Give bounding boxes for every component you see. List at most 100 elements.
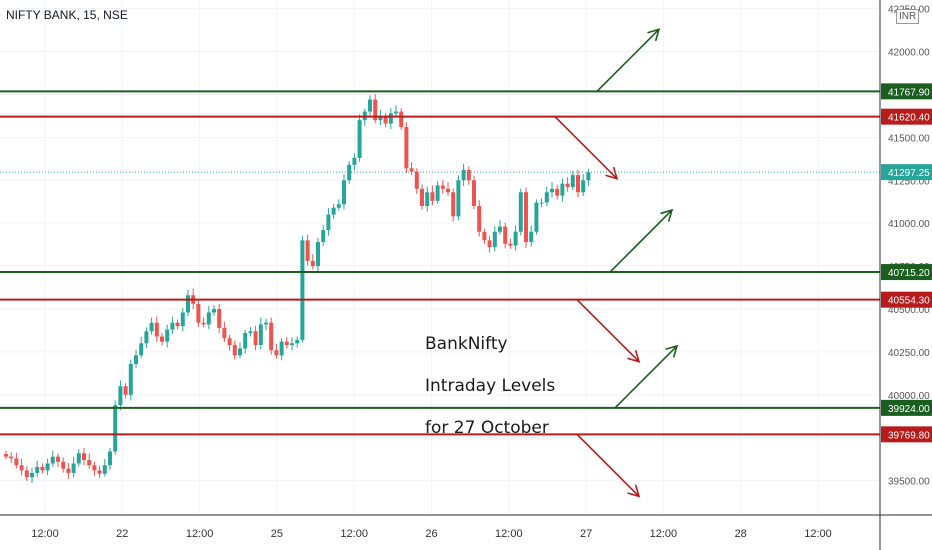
candle — [466, 166, 471, 185]
candle — [264, 318, 268, 331]
arrow-shaft — [614, 345, 678, 409]
candle — [232, 340, 237, 360]
arrow-head — [660, 208, 674, 222]
candle-body — [565, 183, 570, 188]
candle — [201, 317, 206, 328]
last-price-badge — [881, 164, 932, 181]
candle-body — [482, 231, 487, 241]
level-price-label: 40715.20 — [881, 264, 932, 281]
candle — [196, 299, 201, 327]
candle — [409, 162, 414, 175]
candle — [560, 178, 565, 202]
candle — [456, 175, 461, 221]
candle — [274, 343, 279, 359]
candle — [154, 316, 159, 342]
candle — [550, 181, 554, 198]
candle-body — [97, 470, 102, 474]
price-tick-label: 39500.00 — [888, 477, 930, 488]
candle — [9, 452, 14, 463]
candle-body — [539, 202, 544, 204]
candle-body — [87, 460, 92, 466]
candle — [420, 184, 424, 210]
candle-body — [383, 116, 388, 124]
time-tick-label: 28 — [735, 528, 747, 540]
level-arrow-up — [614, 344, 679, 409]
time-tick-label: 12:00 — [804, 528, 832, 540]
candle-body — [274, 350, 279, 356]
candle-body — [534, 202, 539, 232]
level-arrow-down — [576, 299, 641, 363]
candle — [87, 453, 92, 469]
candle-body — [222, 327, 227, 339]
level-price-label: 39924.00 — [881, 399, 932, 416]
level-arrow-up — [609, 208, 674, 273]
level-arrow-up — [596, 28, 661, 92]
candle — [503, 222, 508, 249]
candle-body — [108, 451, 112, 466]
candle-body — [399, 111, 404, 128]
candle-body — [586, 172, 591, 181]
candle — [186, 289, 190, 317]
currency-badge[interactable]: INR — [896, 9, 920, 24]
candle-body — [243, 333, 248, 349]
candle — [534, 199, 539, 235]
candle-body — [316, 242, 320, 267]
candle — [404, 122, 409, 173]
level-price-badge — [881, 83, 932, 100]
arrow-head — [605, 166, 619, 180]
candle-body — [154, 322, 159, 337]
candle — [576, 170, 580, 198]
candle — [342, 174, 346, 210]
candle — [144, 327, 149, 349]
candle — [258, 317, 263, 349]
candle-body — [76, 453, 81, 464]
candle-body — [404, 127, 409, 169]
candle-body — [279, 341, 284, 356]
candle — [472, 175, 476, 210]
price-tick-label: 40500.00 — [888, 305, 930, 316]
candle — [331, 203, 336, 219]
candle-body — [357, 120, 362, 158]
candle-body — [581, 180, 586, 193]
candle — [102, 459, 107, 477]
candle-body — [134, 355, 138, 364]
candle-body — [414, 171, 419, 189]
candle — [477, 200, 482, 237]
candle-body — [326, 214, 331, 231]
candle-body — [321, 230, 326, 243]
candle — [113, 400, 118, 455]
candle-body — [102, 465, 107, 474]
candle-body — [300, 240, 305, 340]
last-price-text: 41297.25 — [888, 168, 930, 179]
candle — [482, 228, 487, 244]
candle — [14, 452, 19, 469]
candle — [71, 456, 76, 478]
candle-body — [513, 231, 518, 246]
candle-body — [269, 322, 274, 351]
arrow-shaft — [576, 433, 640, 497]
candle-body — [503, 226, 508, 244]
arrow-head — [627, 484, 641, 498]
candle — [128, 359, 133, 401]
candle-body — [451, 192, 456, 217]
candle — [170, 316, 175, 335]
candle-body — [388, 113, 393, 124]
level-price-text: 40715.20 — [888, 268, 930, 279]
arrow-head — [665, 344, 679, 358]
level-price-badge — [881, 108, 932, 125]
candle-body — [529, 231, 534, 243]
candle-body — [524, 192, 528, 243]
candle-body — [40, 466, 45, 471]
candle-body — [253, 331, 258, 346]
candle-body — [232, 345, 237, 356]
candle — [123, 383, 128, 399]
candle — [586, 168, 591, 186]
candle — [368, 95, 372, 117]
time-tick-label: 25 — [271, 528, 283, 540]
candle-body — [472, 180, 476, 206]
candle-body — [290, 343, 294, 346]
arrow-shaft — [609, 209, 673, 273]
candle — [108, 448, 112, 470]
